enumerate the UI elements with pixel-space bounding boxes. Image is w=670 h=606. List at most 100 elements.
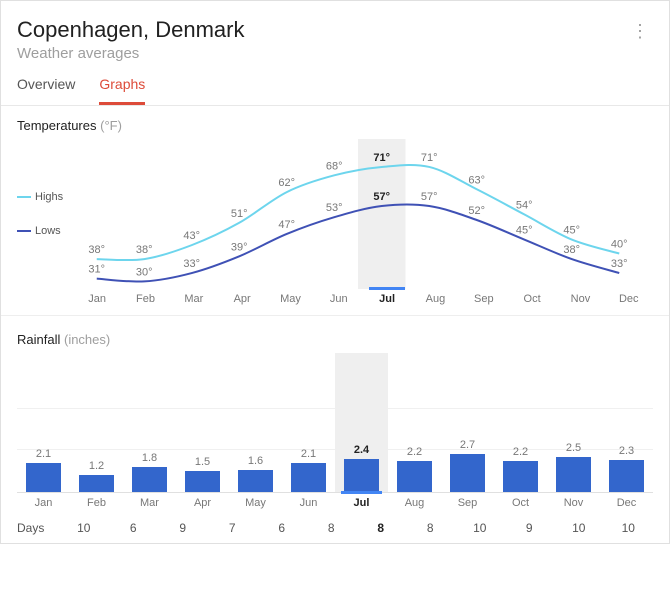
rainfall-title-text: Rainfall <box>17 332 60 347</box>
days-value: 8 <box>356 521 406 535</box>
temp-label: 38° <box>563 244 580 256</box>
bar-value: 1.8 <box>142 452 157 464</box>
bar-col: 1.6 <box>229 353 282 492</box>
bar-col: 1.2 <box>70 353 123 492</box>
month-label: Dec <box>600 493 653 509</box>
bar <box>344 459 378 492</box>
temperatures-section: Temperatures (°F) Highs Lows 38°38°43°51… <box>1 106 669 311</box>
bar <box>79 475 113 492</box>
rainfall-unit: (inches) <box>64 332 110 347</box>
month-label: Apr <box>176 493 229 509</box>
temp-label: 68° <box>326 160 343 172</box>
temp-label: 33° <box>611 258 628 270</box>
month-label: Oct <box>508 289 556 305</box>
legend-lows-label: Lows <box>35 225 61 237</box>
month-label: Aug <box>411 289 459 305</box>
month-label: May <box>229 493 282 509</box>
rainfall-section: Rainfall (inches) 2.1 1.2 1.8 1.5 1.6 2.… <box>1 320 669 515</box>
temp-label: 63° <box>468 174 485 186</box>
temp-label: 45° <box>563 225 580 237</box>
bar <box>609 460 643 492</box>
month-label: Jun <box>315 289 363 305</box>
days-value: 8 <box>307 521 357 535</box>
bar-value: 2.1 <box>301 448 316 460</box>
header: Copenhagen, Denmark Weather averages ⋮ <box>1 1 669 66</box>
month-label: Jan <box>17 493 70 509</box>
days-row: Days 1069768881091010 <box>1 515 669 535</box>
month-label: Aug <box>388 493 441 509</box>
days-value: 10 <box>455 521 505 535</box>
month-label: Jun <box>282 493 335 509</box>
month-label: Oct <box>494 493 547 509</box>
temp-label: 71° <box>373 152 390 164</box>
legend-highs-swatch <box>17 196 31 198</box>
days-value: 6 <box>257 521 307 535</box>
bar-value: 2.1 <box>36 448 51 460</box>
bar-col: 1.8 <box>123 353 176 492</box>
days-label: Days <box>17 521 59 535</box>
days-value: 10 <box>554 521 604 535</box>
month-label: Dec <box>605 289 653 305</box>
bar <box>26 463 60 492</box>
legend-lows: Lows <box>17 225 73 237</box>
rainfall-chart: 2.1 1.2 1.8 1.5 1.6 2.1 2.4 2.2 2.7 2. <box>17 353 653 493</box>
divider <box>1 315 669 316</box>
days-value: 9 <box>505 521 555 535</box>
bar-col: 2.5 <box>547 353 600 492</box>
temperatures-chart: 38°38°43°51°62°68°71°71°63°54°45°40°31°3… <box>73 139 653 289</box>
legend-highs: Highs <box>17 191 73 203</box>
temp-label: 30° <box>136 266 153 278</box>
tab-graphs[interactable]: Graphs <box>99 76 145 105</box>
bar-value: 1.6 <box>248 455 263 467</box>
bar <box>185 471 219 492</box>
rainfall-title: Rainfall (inches) <box>17 332 653 347</box>
weather-card: Copenhagen, Denmark Weather averages ⋮ O… <box>0 0 670 544</box>
month-label: Mar <box>170 289 218 305</box>
temperatures-title-text: Temperatures <box>17 118 96 133</box>
bar-col: 2.1 <box>282 353 335 492</box>
bar-value: 1.2 <box>89 460 104 472</box>
month-label: Sep <box>460 289 508 305</box>
month-label: Mar <box>123 493 176 509</box>
bar-col: 2.2 <box>388 353 441 492</box>
tabs: Overview Graphs <box>1 66 669 106</box>
temp-label: 57° <box>421 191 438 203</box>
rainfall-xaxis: JanFebMarAprMayJunJulAugSepOctNovDec <box>17 493 653 509</box>
bar-col: 2.2 <box>494 353 547 492</box>
bar <box>450 454 484 492</box>
bar-value: 2.2 <box>513 446 528 458</box>
temp-label: 31° <box>88 264 105 276</box>
month-label: Nov <box>547 493 600 509</box>
days-value: 7 <box>208 521 258 535</box>
temp-label: 62° <box>278 177 295 189</box>
temp-label: 38° <box>136 244 153 256</box>
temp-label: 33° <box>183 258 200 270</box>
temp-label: 57° <box>373 191 390 203</box>
month-label: Jul <box>363 289 411 305</box>
days-value: 6 <box>109 521 159 535</box>
page-subtitle: Weather averages <box>17 45 244 62</box>
bar-col: 2.7 <box>441 353 494 492</box>
temp-label: 47° <box>278 219 295 231</box>
days-values: 1069768881091010 <box>59 521 653 535</box>
more-icon[interactable]: ⋮ <box>627 17 653 46</box>
bar-value: 2.2 <box>407 446 422 458</box>
month-label: Feb <box>121 289 169 305</box>
month-label: Sep <box>441 493 494 509</box>
tab-overview[interactable]: Overview <box>17 76 75 105</box>
temp-label: 52° <box>468 205 485 217</box>
temp-label: 39° <box>231 241 248 253</box>
bar-value: 1.5 <box>195 456 210 468</box>
bar <box>238 470 272 492</box>
temp-label: 53° <box>326 202 343 214</box>
bar <box>132 467 166 492</box>
days-value: 9 <box>158 521 208 535</box>
temp-label: 38° <box>88 244 105 256</box>
month-label: Jan <box>73 289 121 305</box>
bar <box>291 463 325 492</box>
temperatures-legend: Highs Lows <box>17 139 73 289</box>
days-value: 10 <box>604 521 654 535</box>
days-value: 10 <box>59 521 109 535</box>
location-title: Copenhagen, Denmark <box>17 17 244 43</box>
days-value: 8 <box>406 521 456 535</box>
